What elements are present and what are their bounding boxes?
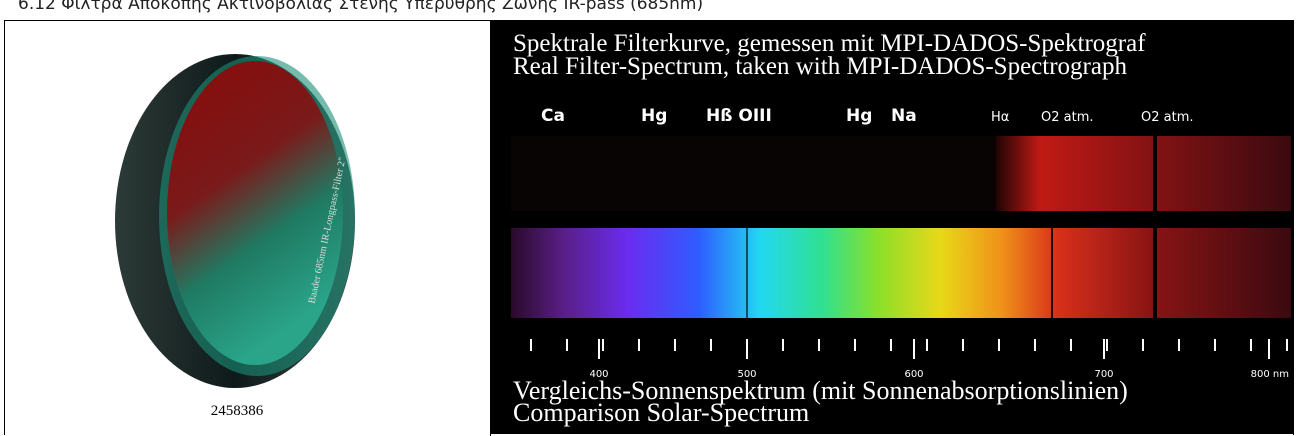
product-code: 2458386 (211, 403, 264, 419)
spectrum-caption-en: Comparison Solar-Spectrum (513, 398, 809, 427)
filter-image: Baader 685nm IR-Longpass-Filter 2" 24583… (115, 54, 355, 419)
absorption-line (746, 228, 748, 318)
cell-divider (490, 21, 491, 436)
line-label: Hß OIII (706, 106, 772, 126)
line-label: Hg (846, 106, 872, 126)
absorption-line (1153, 228, 1157, 318)
absorption-line (1153, 136, 1157, 211)
line-label: Hg (641, 106, 667, 126)
solar-spectrum (511, 228, 1291, 318)
scale-label: 500 (737, 369, 756, 380)
spectrum-title-de: Spektrale Filterkurve, gemessen mit MPI-… (513, 30, 1146, 57)
section-title: 6.12 Φίλτρα Αποκοπής Ακτινοβολίας Στενής… (18, 0, 704, 14)
line-label: Na (891, 106, 917, 126)
line-label: O2 atm. (1041, 110, 1094, 125)
table: Baader 685nm IR-Longpass-Filter 2" 24583… (4, 20, 1294, 436)
line-label: Hα (991, 110, 1009, 125)
line-label: O2 atm. (1141, 110, 1194, 125)
filter-band-red (996, 136, 1291, 211)
spectrum-title-en: Real Filter-Spectrum, taken with MPI-DAD… (513, 53, 1127, 80)
scale-label: 400 (589, 369, 608, 380)
line-label: Ca (541, 106, 565, 126)
spectrum-background (491, 21, 1294, 434)
scale-label: 800 nm (1251, 369, 1289, 380)
scale-label: 600 (904, 369, 923, 380)
scale-label: 700 (1094, 369, 1113, 380)
filter-glass (167, 61, 343, 365)
spectrum-image: Spektrale Filterkurve, gemessen mit MPI-… (491, 21, 1294, 434)
absorption-line (1051, 228, 1053, 318)
spectrum-caption-de: Vergleichs-Sonnenspektrum (mit Sonnenabs… (513, 376, 1128, 405)
